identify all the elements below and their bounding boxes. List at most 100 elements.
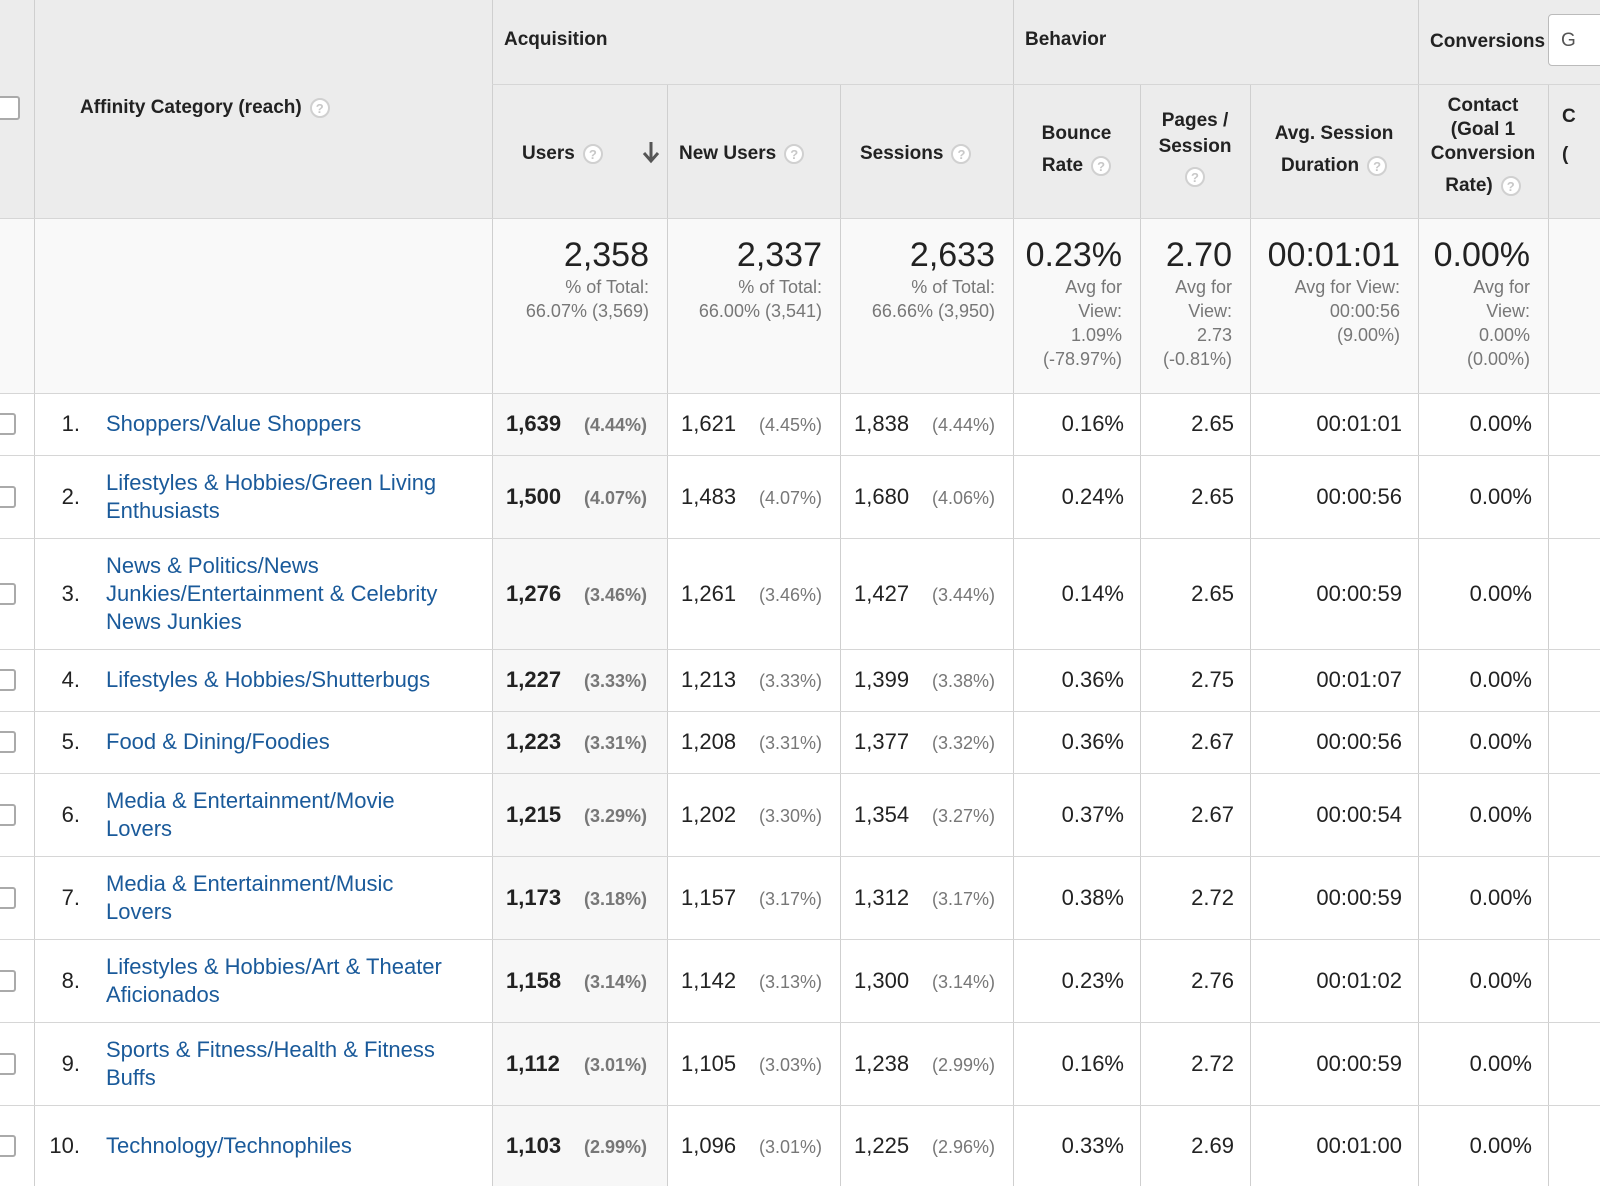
category-link[interactable]: Food & Dining/Foodies bbox=[106, 728, 486, 756]
bounce-rate-value: 0.38% bbox=[1061, 884, 1124, 910]
total-users-detail: % of Total: bbox=[565, 277, 649, 297]
pages-session-value: 2.65 bbox=[1191, 580, 1234, 606]
users-percent: (3.18%) bbox=[584, 888, 648, 909]
avg-session-duration-header[interactable]: Avg. Session Duration? bbox=[1250, 118, 1418, 182]
category-link[interactable]: Shoppers/Value Shoppers bbox=[106, 410, 486, 438]
new-users-percent: (3.13%) bbox=[759, 971, 823, 992]
avg-duration-value: 00:00:59 bbox=[1316, 580, 1402, 606]
totals-background bbox=[0, 218, 1600, 393]
avg-duration-value: 00:01:00 bbox=[1316, 1132, 1402, 1158]
row-checkbox[interactable] bbox=[0, 886, 16, 909]
avg-session-duration-header-help-icon[interactable]: ? bbox=[1367, 155, 1388, 176]
goal-conversion-rate-header-line: (Goal 1 bbox=[1418, 118, 1548, 142]
row-checkbox[interactable] bbox=[0, 413, 16, 435]
row-checkbox[interactable] bbox=[0, 485, 16, 508]
avg-duration-value: 00:00:56 bbox=[1316, 483, 1402, 509]
group-acquisition: Acquisition bbox=[504, 29, 608, 50]
category-link[interactable]: Lifestyles & Hobbies/Shutterbugs bbox=[106, 666, 486, 694]
sessions-percent: (3.32%) bbox=[932, 733, 996, 753]
row-checkbox[interactable] bbox=[0, 969, 16, 992]
new-users-percent: (3.01%) bbox=[759, 1136, 823, 1157]
sessions-percent: (2.96%) bbox=[932, 1136, 996, 1157]
total-pages-session: 2.70 Avg for View: 2.73 (-0.81%) bbox=[1140, 236, 1232, 371]
users-value: 1,500 bbox=[506, 483, 562, 509]
row-checkbox[interactable] bbox=[0, 1052, 16, 1075]
row-checkbox[interactable] bbox=[0, 803, 16, 826]
new-users-percent: (3.03%) bbox=[759, 1054, 823, 1075]
goal-conversion-rate-header[interactable]: Contact (Goal 1 Conversion Rate)? bbox=[1418, 94, 1548, 198]
avg-duration-value: 00:00:59 bbox=[1316, 1050, 1402, 1076]
sessions-percent: (4.06%) bbox=[932, 487, 996, 508]
users-percent: (3.01%) bbox=[584, 1054, 648, 1075]
goal-conversion-rate-header-help-icon[interactable]: ? bbox=[1500, 175, 1521, 196]
bounce-rate-header[interactable]: Bounce Rate? bbox=[1013, 118, 1140, 182]
total-pages-session-detail: View: bbox=[1188, 301, 1232, 321]
total-bounce-rate-detail: 1.09% bbox=[1070, 325, 1122, 345]
row-checkbox[interactable] bbox=[0, 1134, 16, 1157]
row-checkbox[interactable] bbox=[0, 669, 16, 691]
sessions-header[interactable]: Sessions? bbox=[860, 138, 972, 170]
pages-session-header-text: Session bbox=[1158, 136, 1232, 157]
header-divider bbox=[0, 218, 1600, 219]
category-link-line: Food & Dining/Foodies bbox=[106, 729, 330, 754]
conversion-rate-value: 0.00% bbox=[1469, 1050, 1532, 1076]
category-link-line: News Junkies bbox=[106, 608, 242, 634]
users-help-icon[interactable]: ? bbox=[582, 143, 603, 164]
row-rank: 2. bbox=[61, 483, 80, 509]
pages-session-header[interactable]: Pages / Session? bbox=[1140, 108, 1250, 190]
total-avg-duration-value: 00:01:01 bbox=[1267, 236, 1400, 274]
category-link[interactable]: Lifestyles & Hobbies/Art & Theater Aficio… bbox=[106, 953, 486, 1009]
total-new-users-value: 2,337 bbox=[736, 236, 822, 274]
conversion-rate-value: 0.00% bbox=[1469, 411, 1532, 436]
category-link[interactable]: Media & Entertainment/Movie Lovers bbox=[106, 787, 486, 843]
avg-session-duration-header-text: Duration bbox=[1280, 155, 1360, 176]
dimension-help-icon[interactable]: ? bbox=[309, 97, 330, 118]
dimension-header[interactable]: Affinity Category (reach)? bbox=[80, 92, 330, 124]
bounce-rate-header-text: Bounce bbox=[1041, 123, 1112, 144]
users-header-label: Users bbox=[522, 143, 575, 164]
group-conversions: Conversions bbox=[1430, 31, 1546, 52]
pages-help-icon[interactable]: ? bbox=[1185, 166, 1205, 187]
total-conversion-rate-detail: 0.00% bbox=[1478, 325, 1530, 345]
category-link[interactable]: News & Politics/News Junkies/Entertainmen… bbox=[106, 552, 486, 636]
new-users-header[interactable]: New Users? bbox=[679, 138, 805, 170]
category-link[interactable]: Media & Entertainment/Music Lovers bbox=[106, 870, 486, 926]
sort-descending-icon[interactable] bbox=[641, 140, 661, 166]
select-all-checkbox[interactable] bbox=[0, 96, 20, 120]
row-rank: 5. bbox=[61, 729, 80, 754]
total-sessions-value: 2,633 bbox=[909, 236, 995, 274]
goal-conversion-rate-header-line: Conversion bbox=[1418, 142, 1548, 166]
users-cell-background bbox=[493, 1106, 667, 1186]
avg-duration-value: 00:01:01 bbox=[1316, 411, 1402, 436]
total-conversion-rate-value: 0.00% bbox=[1433, 236, 1530, 274]
category-link[interactable]: Sports & Fitness/Health & Fitness Buffs bbox=[106, 1036, 486, 1092]
category-link-line: Lovers bbox=[106, 815, 173, 841]
goal-conversion-rate-header-text: Rate) bbox=[1445, 175, 1493, 196]
users-cell-background bbox=[493, 940, 667, 1022]
users-cell-background bbox=[493, 650, 667, 711]
row-divider bbox=[0, 649, 1600, 650]
users-header[interactable]: Users? bbox=[522, 138, 603, 170]
category-link[interactable]: Lifestyles & Hobbies/Green Living Enthusi… bbox=[106, 469, 486, 525]
total-users: 2,358 % of Total: 66.07% (3,569) bbox=[492, 236, 649, 323]
total-new-users: 2,337 % of Total: 66.00% (3,541) bbox=[667, 236, 822, 323]
cut-line: C bbox=[1562, 106, 1576, 127]
row-checkbox[interactable] bbox=[0, 731, 16, 753]
sessions-help-icon[interactable]: ? bbox=[951, 143, 972, 164]
total-sessions: 2,633 % of Total: 66.66% (3,950) bbox=[840, 236, 995, 323]
goal-selector[interactable]: G bbox=[1548, 14, 1600, 66]
bounce-rate-value: 0.36% bbox=[1061, 667, 1124, 692]
bounce-rate-header-help-icon[interactable]: ? bbox=[1091, 155, 1112, 176]
row-divider bbox=[0, 773, 1600, 774]
category-link[interactable]: Technology/Technophiles bbox=[106, 1132, 486, 1160]
category-link-line: Lifestyles & Hobbies/Shutterbugs bbox=[106, 667, 431, 692]
row-checkbox[interactable] bbox=[0, 582, 16, 605]
users-percent: (3.46%) bbox=[584, 584, 648, 605]
column-divider bbox=[1418, 0, 1419, 1186]
conversion-rate-value: 0.00% bbox=[1469, 729, 1532, 754]
users-percent: (3.31%) bbox=[584, 733, 648, 753]
new-users-help-icon[interactable]: ? bbox=[784, 143, 805, 164]
row-rank: 9. bbox=[61, 1050, 80, 1076]
category-link-line: Lifestyles & Hobbies/Green Living bbox=[106, 469, 437, 495]
new-users-value: 1,621 bbox=[681, 411, 737, 436]
